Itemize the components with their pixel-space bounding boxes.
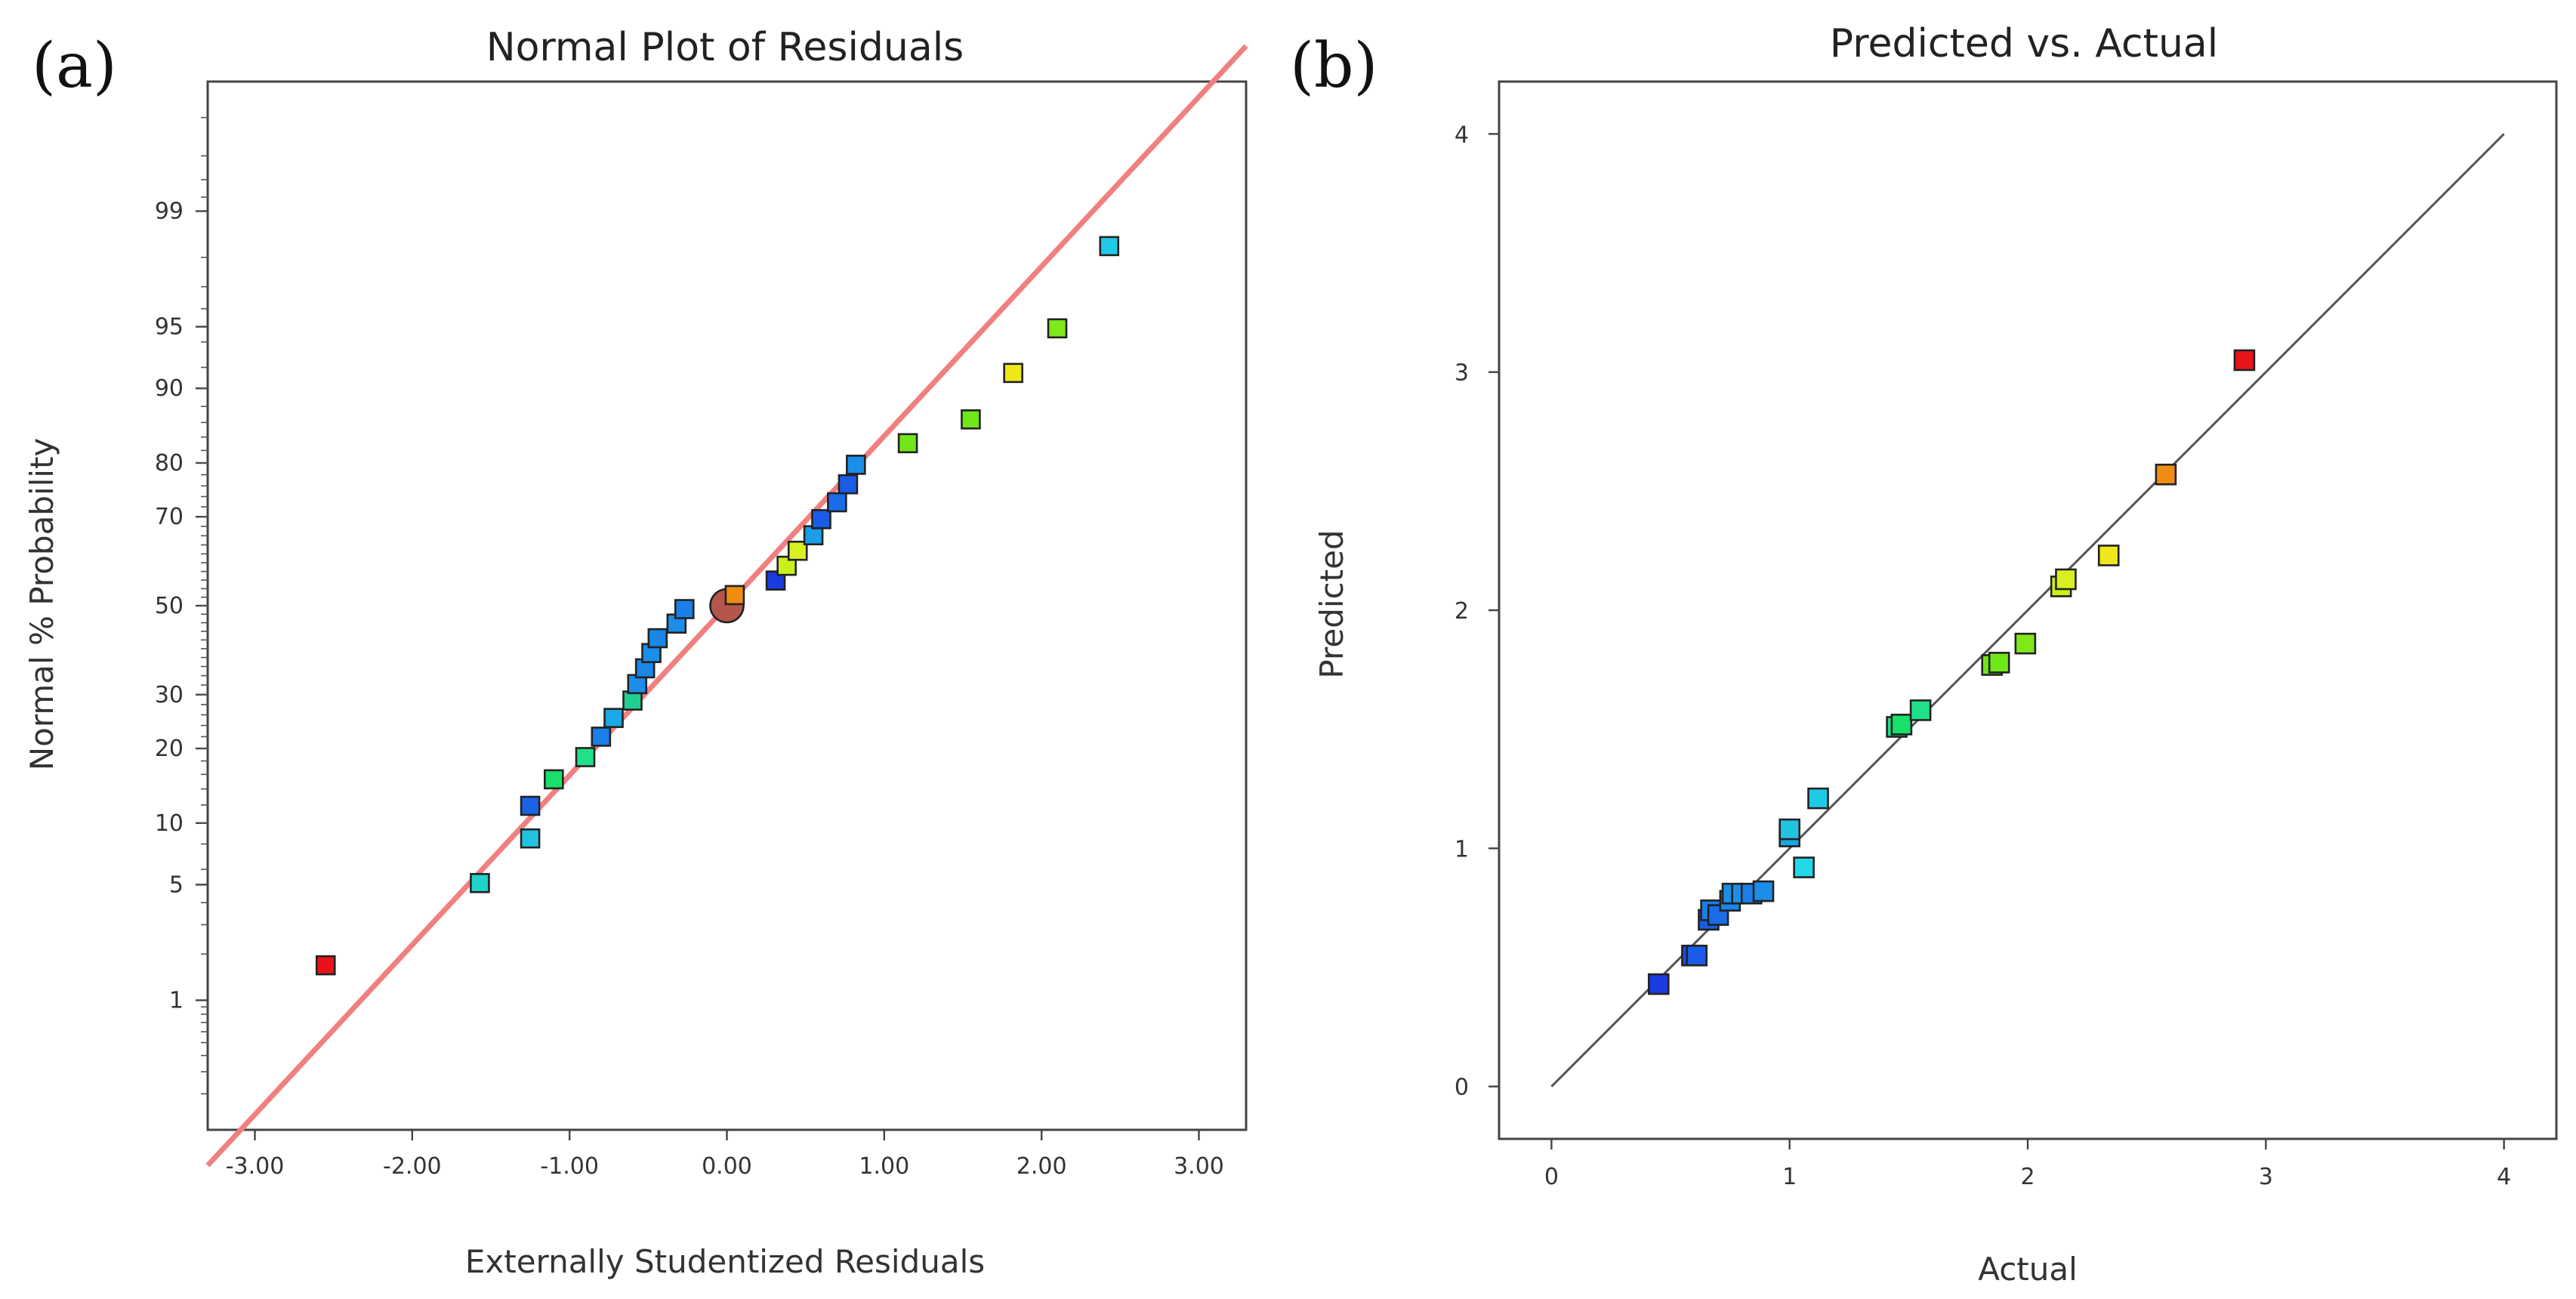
x-tick-label: -2.00 [383, 1153, 442, 1180]
data-point [2155, 463, 2177, 486]
data-point [591, 727, 612, 747]
y-tick-label: 80 [155, 450, 184, 477]
data-point [803, 525, 824, 546]
data-point [2055, 568, 2077, 591]
data-point [1003, 363, 1023, 384]
x-tick-label: 1 [1782, 1164, 1797, 1190]
data-point [520, 795, 541, 816]
data-point [1988, 652, 2010, 674]
x-tick-label: 0 [1544, 1164, 1559, 1190]
data-point [1807, 787, 1829, 810]
chart-title: Normal Plot of Residuals [486, 25, 964, 70]
y-tick-label: 0 [1455, 1075, 1469, 1101]
x-tick-label: 0.00 [702, 1153, 752, 1180]
data-point [603, 708, 624, 728]
data-point [827, 492, 847, 513]
x-axis: -3.00 -2.00 -1.00 0.00 1.00 2.00 3.00 [226, 1130, 1224, 1180]
data-point [1099, 236, 1120, 257]
data-point [1752, 880, 1775, 903]
y-tick-label: 3 [1455, 360, 1469, 387]
normal-plot-panel: (a) Normal Plot of Residuals -3.00 -2.00-… [23, 25, 1248, 1280]
data-point [811, 509, 831, 529]
data-point [1909, 699, 1932, 721]
y-tick-label: 1 [169, 987, 184, 1014]
reference-line [1550, 133, 2505, 1088]
data-point [1793, 856, 1815, 878]
data-point [897, 433, 918, 454]
data-point [724, 585, 745, 606]
x-tick-label: 3.00 [1174, 1153, 1224, 1180]
data-point [575, 747, 596, 767]
x-tick-label: 1.00 [859, 1153, 909, 1180]
data-point [674, 599, 695, 619]
y-tick-label: 50 [155, 593, 184, 619]
y-tick-label: 20 [155, 736, 184, 762]
data-point [1686, 944, 1708, 967]
data-point [961, 409, 981, 430]
y-axis: 0 1 2 3 4 [1455, 122, 1499, 1101]
y-tick-label: 99 [155, 199, 184, 225]
y-tick-label: 2 [1455, 598, 1469, 625]
x-axis: 0 1 2 3 4 [1544, 1139, 2511, 1190]
data-point [1779, 818, 1800, 841]
data-point [1047, 318, 1068, 339]
y-tick-label: 10 [155, 810, 184, 837]
x-tick-label: 3 [2259, 1164, 2273, 1190]
data-point [520, 828, 541, 849]
data-point [470, 872, 490, 893]
x-tick-label: -3.00 [226, 1153, 285, 1180]
data-point [2233, 349, 2256, 372]
x-tick-label: 2.00 [1017, 1153, 1067, 1180]
data-point [647, 628, 668, 649]
data-point [1707, 904, 1729, 926]
y-tick-label: 70 [155, 504, 184, 530]
y-axis: 1 5 10 20 30 50 70 80 90 95 99 [155, 199, 208, 1014]
y-tick-label: 30 [155, 682, 184, 708]
y-minor-ticks [201, 116, 208, 1095]
data-point [2014, 632, 2037, 655]
y-tick-label: 95 [155, 314, 184, 341]
data-point [544, 769, 564, 790]
predicted-vs-actual-panel: (b) Predicted vs. Actual 0 1 2 3 4 0 1 2 3 4 Act… [1290, 21, 2558, 1288]
data-point [838, 474, 859, 495]
x-tick-label: 2 [2020, 1164, 2035, 1190]
y-tick-label: 1 [1455, 836, 1469, 862]
panel-b-label: (b) [1290, 30, 1377, 102]
y-tick-label: 5 [169, 872, 184, 898]
data-point [1647, 973, 1670, 995]
x-tick-label: -1.00 [540, 1153, 599, 1180]
x-axis-label: Actual [1978, 1251, 2078, 1288]
panel-a-label: (a) [32, 30, 117, 102]
y-tick-label: 90 [155, 375, 184, 402]
prediction-points [1647, 349, 2256, 995]
y-axis-label: Predicted [1313, 529, 1350, 678]
data-point [846, 455, 866, 475]
y-tick-label: 4 [1455, 122, 1469, 148]
data-point [2097, 545, 2120, 566]
data-point [315, 955, 336, 976]
residual-points [315, 236, 1120, 976]
x-tick-label: 4 [2497, 1164, 2511, 1190]
x-axis-label: Externally Studentized Residuals [465, 1243, 985, 1280]
y-axis-label: Normal % Probability [23, 438, 60, 771]
data-point [622, 690, 643, 711]
chart-title: Predicted vs. Actual [1830, 21, 2218, 66]
data-point [1890, 714, 1913, 736]
